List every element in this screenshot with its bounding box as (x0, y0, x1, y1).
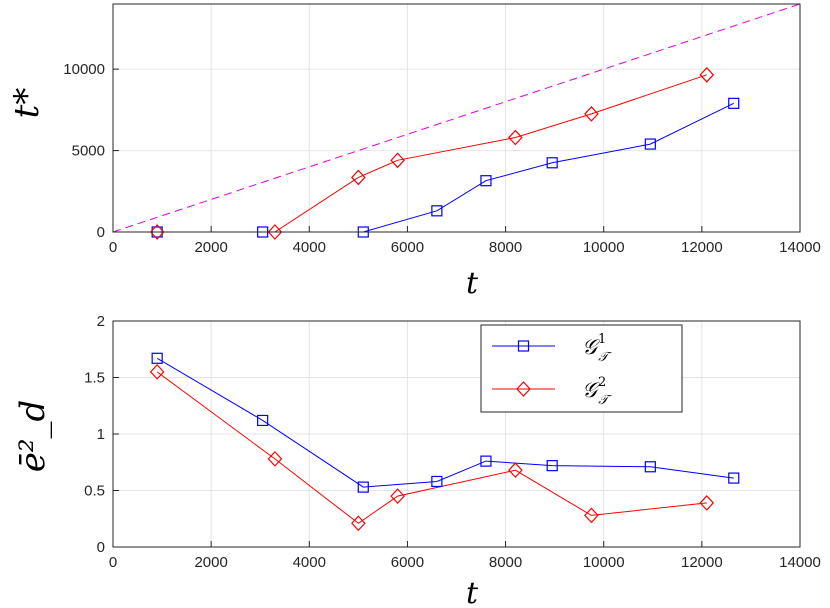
top-y-tick-label: 0 (97, 224, 105, 241)
top-x-tick-label: 10000 (583, 239, 625, 256)
top-x-tick-label: 2000 (194, 239, 227, 256)
bottom-y-tick-label: 0 (97, 539, 105, 556)
bottom-point-g1 (480, 455, 492, 467)
top-point-g1 (546, 157, 558, 169)
top-point-g1 (728, 97, 740, 109)
top-point-g2 (584, 106, 599, 122)
top-point-g2 (699, 66, 715, 83)
legend-box (480, 324, 683, 413)
legend: 𝒢1 𝒯 𝒢2 𝒯 (480, 324, 683, 413)
top-x-tick-label: 12000 (681, 239, 723, 256)
top-point-g2 (149, 224, 165, 240)
top-point-g2 (508, 129, 523, 146)
bottom-y-tick-label: 2 (97, 313, 105, 330)
bottom-x-axis-label: t (466, 576, 479, 608)
top-plot-t-star: 0 2000 4000 6000 8000 10000 12000 14000 0 5000 100… (63, 3, 821, 256)
bottom-series-line-g2 (156, 371, 707, 524)
top-series-line-g2 (157, 74, 707, 232)
bottom-point-g1 (644, 461, 656, 473)
bottom-point-g2 (351, 515, 366, 532)
bottom-point-g1 (546, 460, 558, 472)
bottom-point-g2 (267, 450, 283, 467)
bottom-y-tick-label: 1 (97, 426, 105, 443)
bottom-x-tick-label: 0 (109, 554, 117, 571)
top-point-g1 (644, 138, 656, 150)
top-series-line-g1 (157, 102, 735, 232)
bottom-x-tick-label: 6000 (391, 554, 424, 571)
top-point-g1 (431, 205, 443, 217)
bottom-point-g1 (257, 414, 269, 427)
bottom-y-tick-label: 0.5 (84, 483, 105, 500)
bottom-x-tick-label: 8000 (489, 554, 522, 571)
legend-marker-square (517, 340, 530, 352)
bottom-point-g2 (508, 462, 523, 479)
top-x-tick-label: 14000 (779, 239, 821, 256)
bottom-point-g2 (699, 495, 715, 511)
bottom-point-g2 (584, 507, 599, 524)
top-x-tick-label: 0 (109, 239, 117, 256)
top-point-g2 (351, 169, 366, 186)
top-point-g1 (480, 175, 492, 187)
top-axes-box (112, 3, 801, 233)
bottom-y-axis-label: ē²_d (13, 400, 53, 473)
bottom-series-line-g1 (156, 357, 734, 488)
bottom-point-g2 (149, 363, 165, 380)
top-y-tick-label: 10000 (63, 61, 105, 78)
bottom-point-g1 (431, 475, 443, 488)
bottom-point-g1 (151, 352, 163, 364)
bottom-x-tick-label: 12000 (681, 554, 723, 571)
bottom-x-tick-label: 4000 (293, 554, 326, 571)
top-x-axis-label: t (466, 266, 479, 301)
bottom-y-tick-label: 1.5 (84, 370, 105, 387)
bottom-point-g2 (390, 488, 405, 505)
top-x-tick-label: 4000 (293, 239, 326, 256)
top-series-line-diag (113, 4, 800, 232)
top-point-g2 (267, 224, 283, 240)
top-x-tick-label: 6000 (391, 239, 424, 256)
bottom-point-g1 (728, 472, 740, 484)
bottom-plot-error: 0 2000 4000 6000 8000 10000 12000 14000 0 0.5 1 1.5… (84, 313, 821, 571)
top-y-axis-label: t* (7, 88, 47, 119)
bottom-point-g1 (357, 481, 369, 493)
bottom-x-tick-label: 10000 (583, 554, 625, 571)
top-y-tick-label: 5000 (72, 143, 105, 160)
top-x-tick-label: 8000 (489, 239, 522, 256)
bottom-x-tick-label: 2000 (194, 554, 227, 571)
bottom-x-tick-label: 14000 (779, 554, 821, 571)
top-point-g2 (390, 152, 405, 169)
legend-marker-diamond (516, 381, 531, 397)
